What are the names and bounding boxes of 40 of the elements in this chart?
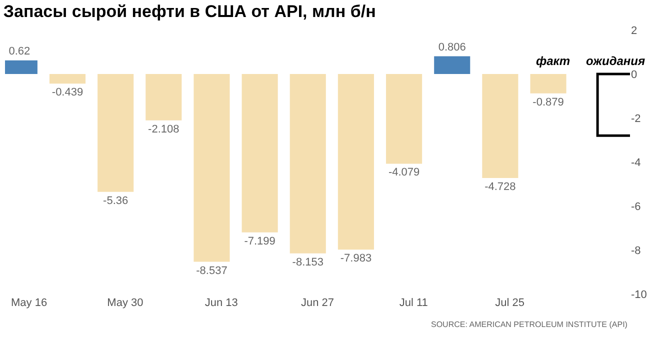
bar [530,74,566,94]
y-tick-label: -2 [631,112,641,125]
bar [290,74,326,254]
data-label: -2.108 [148,123,180,136]
bar [194,74,230,262]
x-tick-label: Jul 11 [399,297,428,309]
data-label: -4.728 [484,181,516,194]
series-label: факт [536,54,570,68]
data-label: -8.537 [196,264,228,277]
data-label: -0.439 [52,86,84,99]
series-label: ожидания [586,54,646,68]
data-label: -8.153 [292,256,324,268]
data-label: -4.079 [388,166,420,179]
bar [98,74,134,192]
data-label: -0.879 [532,96,564,108]
x-tick-label: Jun 27 [300,297,334,309]
y-tick-label: 2 [631,24,638,37]
y-tick-label: -10 [631,288,647,301]
bar [434,56,470,74]
data-label: -7.199 [244,235,276,248]
x-tick-label: May 16 [11,297,48,309]
bar [482,74,518,178]
bar [338,74,374,250]
data-label: -5.36 [103,194,128,207]
bar [146,74,182,120]
y-tick-label: -4 [631,156,641,169]
bar [49,74,86,84]
y-tick-label: 0 [631,68,638,81]
y-tick-label: -8 [631,244,641,257]
chart-title: Запасы сырой нефти в США от API, млн б/н [3,2,376,21]
data-label: 0.806 [438,41,466,54]
bar [242,74,278,232]
y-tick-label: -6 [631,200,641,213]
x-tick-label: May 30 [107,297,144,309]
source-note: SOURCE: AMERICAN PETROLEUM INSTITUTE (API) [431,320,628,329]
data-label: -7.983 [340,252,372,265]
data-label: 0.62 [8,45,30,58]
bar [386,74,422,164]
x-tick-label: Jun 13 [204,297,238,309]
x-tick-label: Jul 25 [495,297,524,309]
